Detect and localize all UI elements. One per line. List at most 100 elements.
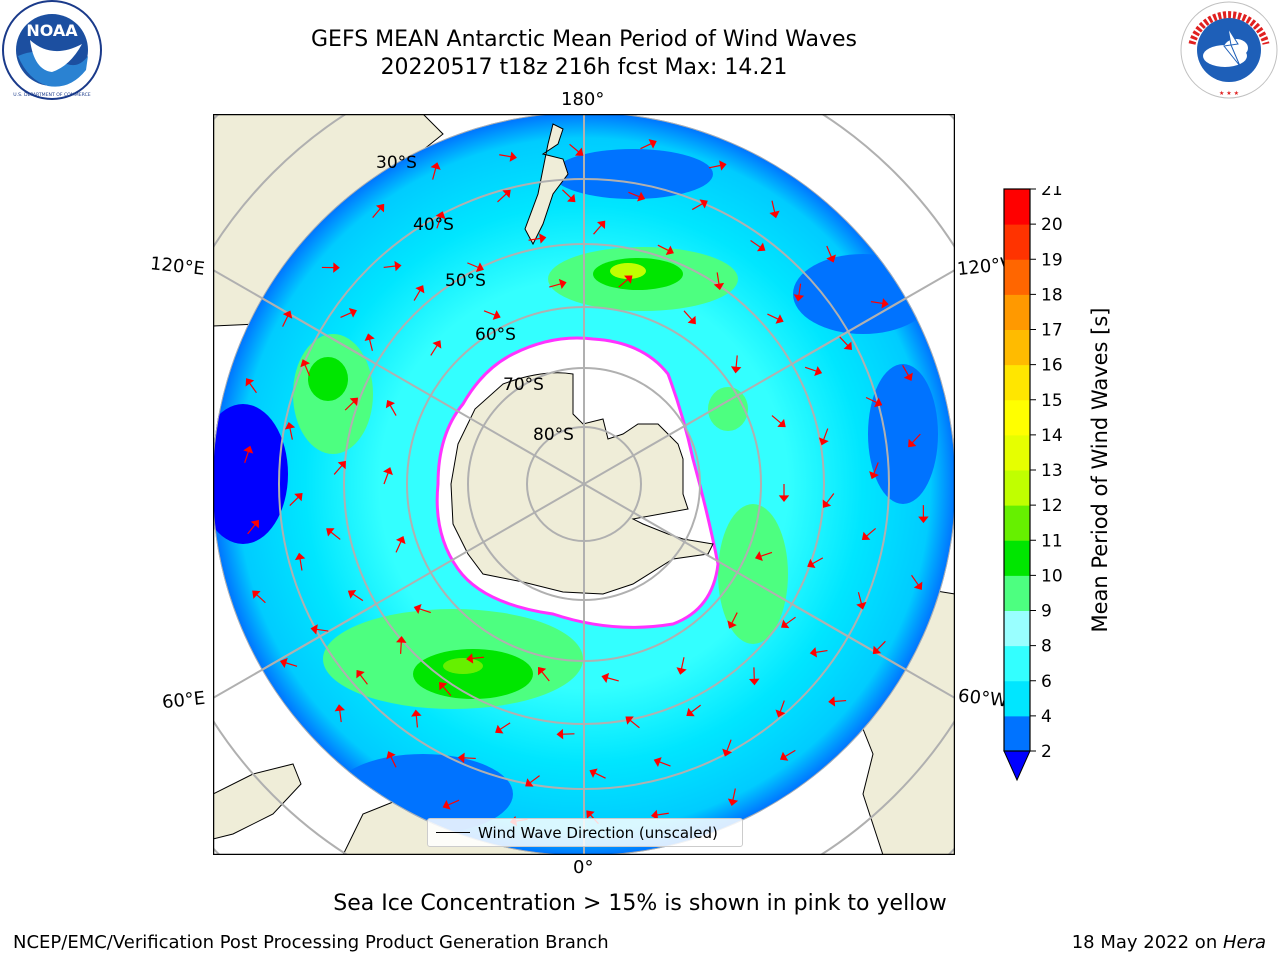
wind-arrow-head — [713, 282, 725, 291]
lat-label-80: 80°S — [533, 425, 574, 445]
wind-arrow-shaft — [499, 154, 512, 158]
wind-arrow-head — [809, 647, 818, 658]
colorbar-tick-label: 21 — [1041, 186, 1063, 200]
wind-arrow-head — [625, 716, 634, 725]
wind-arrow-shaft — [395, 541, 402, 553]
noaa-logo-text: NOAA — [26, 21, 78, 40]
wind-arrow-head — [396, 635, 407, 643]
wind-arrow-head — [279, 657, 288, 668]
wind-arrow-head — [903, 372, 913, 381]
wind-arrow-head — [826, 254, 836, 263]
wind-arrow-head — [778, 495, 790, 502]
wind-arrow-shaft — [330, 531, 341, 540]
wind-arrow-shaft — [873, 462, 879, 474]
nws-logo: ★ ★ ★ — [1180, 1, 1278, 99]
wind-arrow-head — [430, 162, 441, 170]
wind-arrow-shaft — [247, 524, 256, 535]
wind-arrow-shaft — [499, 722, 511, 730]
wind-arrow-head — [908, 438, 917, 448]
wind-arrow-shaft — [339, 710, 342, 723]
wind-arrow-head — [567, 193, 576, 203]
wind-arrow-shaft — [299, 558, 303, 571]
wind-arrow-shaft — [607, 677, 619, 682]
wind-arrow-head — [650, 809, 659, 821]
wind-arrow-shaft — [285, 662, 298, 667]
legend-label: Wind Wave Direction (unscaled) — [478, 823, 718, 842]
wind-arrow-shaft — [333, 464, 343, 475]
wind-arrow-head — [828, 696, 836, 707]
wind-arrow-head — [699, 199, 708, 209]
polar-map: 30°S 40°S 50°S 60°S 70°S 80°S — [213, 114, 955, 855]
wind-arrow-shaft — [823, 428, 829, 441]
chart-title: GEFS MEAN Antarctic Mean Period of Wind … — [311, 27, 857, 52]
wind-arrow-head — [754, 551, 763, 562]
colorbar: 2 4 6 8 9 10 11 12 13 14 15 16 17 18 19 20 21 Mean Perio… — [1003, 186, 1112, 782]
wind-arrow-head — [356, 670, 365, 679]
wind-arrow-shaft — [344, 401, 355, 411]
wind-arrow-shaft — [442, 686, 452, 696]
wind-arrow-head — [243, 445, 254, 454]
noaa-logo: NOAA U.S. DEPARTMENT OF COMMERCE — [2, 0, 102, 100]
wind-arrow-shaft — [569, 143, 580, 153]
wind-arrow-head — [413, 604, 422, 614]
wind-arrow-head — [294, 552, 306, 561]
wind-arrow-head — [872, 645, 882, 655]
colorbar-tick-label: 12 — [1041, 496, 1063, 516]
colorbar-tick-label: 9 — [1041, 602, 1052, 622]
colorbar-tick-label: 19 — [1041, 250, 1063, 270]
wind-arrow-shaft — [683, 310, 693, 321]
wind-arrow-head — [874, 397, 883, 408]
wind-arrow-head — [432, 340, 442, 349]
wind-arrow-shaft — [282, 315, 289, 327]
wind-arrow-shaft — [732, 788, 736, 801]
wind-arrow-shaft — [562, 189, 572, 199]
sea-ice-note: Sea Ice Concentration > 15% is shown in … — [333, 891, 947, 916]
colorbar-segment — [1004, 645, 1030, 682]
wind-arrow-head — [719, 160, 727, 171]
wind-arrow-head — [435, 211, 446, 220]
wind-arrow-shaft — [726, 739, 732, 752]
wind-arrow-head — [913, 581, 923, 590]
wind-arrow-shaft — [372, 208, 381, 219]
colorbar-tick-label: 20 — [1041, 215, 1063, 235]
wind-arrow-shaft — [731, 612, 738, 624]
wind-arrow-head — [597, 220, 606, 229]
wind-arrow-shaft — [413, 289, 421, 301]
wind-arrow-head — [574, 147, 584, 156]
wind-arrow-shaft — [716, 272, 720, 285]
wind-arrow-head — [250, 519, 259, 529]
colorbar-segment — [1004, 434, 1030, 471]
wind-arrow-shaft — [834, 699, 847, 703]
colorbar-segment — [1004, 364, 1030, 401]
wind-arrow-head — [300, 359, 310, 368]
wind-arrow-head — [676, 667, 687, 675]
chart-subtitle: 20220517 t18z 216h fcst Max: 14.21 — [380, 55, 788, 80]
wind-arrow-head — [653, 757, 662, 767]
wind-arrow-head — [326, 528, 335, 537]
lat-label-30: 30°S — [376, 153, 417, 173]
wind-arrow-head — [282, 310, 293, 319]
wind-arrow-shaft — [497, 193, 507, 203]
wind-arrow-head — [586, 810, 595, 819]
wind-arrow-head — [502, 189, 511, 199]
colorbar-tick-label: 2 — [1041, 742, 1052, 762]
wind-arrow-shaft — [430, 344, 438, 356]
wind-arrow-shaft — [463, 757, 476, 760]
wind-arrow-shaft — [629, 719, 640, 729]
wind-arrow-shaft — [549, 283, 561, 288]
wind-arrow-head — [558, 278, 567, 290]
wind-arrow-head — [777, 418, 786, 428]
wind-arrow-head — [415, 285, 425, 294]
colorbar-tick-label: 15 — [1041, 391, 1063, 411]
colorbar-tick-label: 14 — [1041, 426, 1063, 446]
wind-arrow-shaft — [708, 164, 721, 169]
wind-arrow-shaft — [316, 628, 329, 632]
wind-arrow-head — [843, 341, 852, 351]
colorbar-label: Mean Period of Wind Waves [s] — [1088, 308, 1112, 633]
wind-arrow-shaft — [383, 265, 396, 269]
wind-arrow-head — [538, 666, 547, 676]
wind-arrow-shaft — [436, 216, 442, 229]
colorbar-tick-label: 6 — [1041, 672, 1052, 692]
wind-arrow-shaft — [735, 355, 738, 368]
wind-arrow-head — [749, 678, 760, 686]
